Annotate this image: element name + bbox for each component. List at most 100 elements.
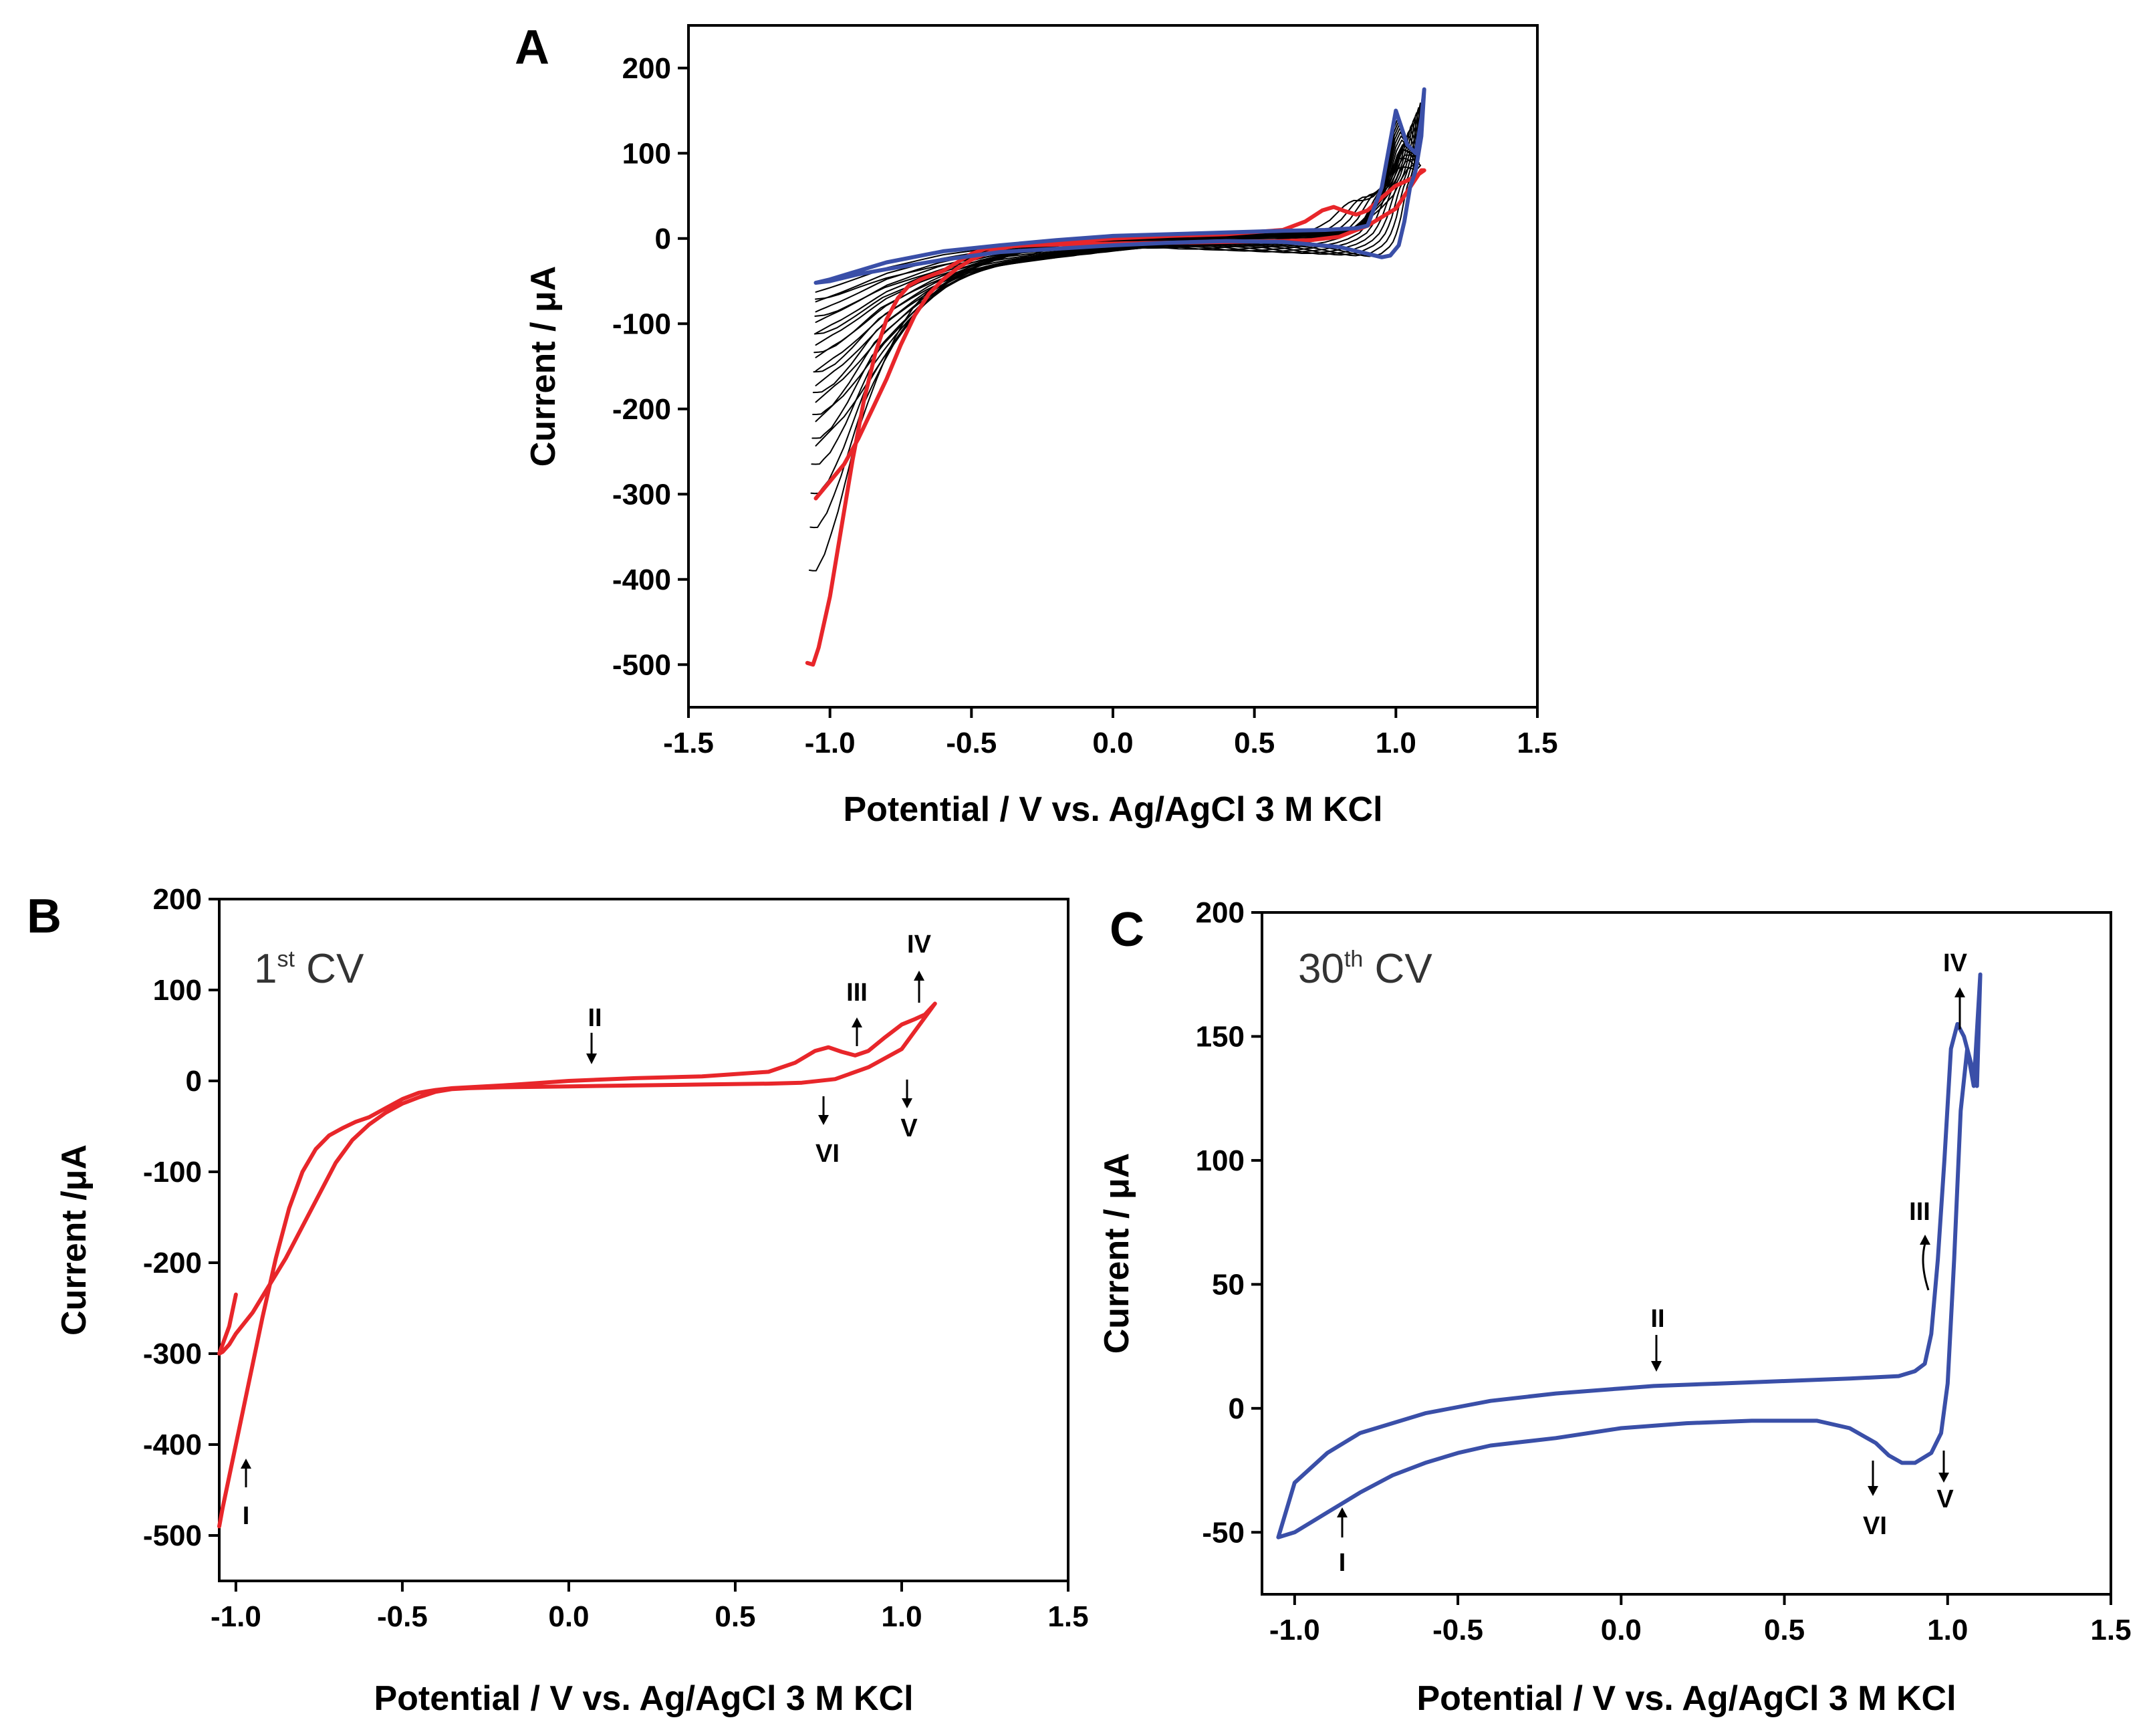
panel-a-intermediate-cycle-5 xyxy=(811,134,1417,439)
panel-a-intermediate-cycle-12 xyxy=(815,98,1423,300)
panel-a-x-tick-label-0: -1.5 xyxy=(663,727,714,759)
panel-b-annot-v: V xyxy=(900,1114,918,1142)
panel-c-y-axis-title: Current / μA xyxy=(1098,1153,1136,1354)
panel-a-x-tick-label-4: 0.5 xyxy=(1234,727,1275,759)
panel-b-arrowhead-vi xyxy=(818,1115,829,1125)
panel-c-curves xyxy=(1276,972,1983,1539)
panel-c-cv-sup: th xyxy=(1344,947,1363,972)
panel-b-annot-vi: VI xyxy=(815,1140,840,1168)
panel-c-y-tick-label-5: 200 xyxy=(1196,896,1245,929)
panel-c-arrowhead-iii xyxy=(1920,1235,1930,1245)
panel-c-arrowhead-v xyxy=(1938,1473,1949,1483)
panel-a-ticks: -1.5 -1.0 -0.5 0.0 0.5 1.0 1.5 -500 -400 -300 -200… xyxy=(612,52,1558,759)
panel-b-cv-sup: st xyxy=(277,947,295,972)
panel-b-arrowhead-iv xyxy=(914,971,924,981)
panel-c-annotations: I II III IV V VI xyxy=(1337,949,1968,1577)
panel-c-arrowhead-i xyxy=(1337,1507,1348,1517)
panel-b: B -1.0 -0.5 0.0 0.5 1.0 1.5-500-400-300-200-1… xyxy=(27,883,1089,1718)
panel-c-annot-iii: III xyxy=(1909,1198,1930,1226)
panel-c-cv-prefix: 30 xyxy=(1298,946,1344,992)
panel-a-intermediate-cycle-3 xyxy=(810,149,1419,495)
panel-a: A -1.5 -1.0 -0.5 0.0 0.5 1.0 1.5 -500 -400 -300 -2… xyxy=(515,21,1558,829)
panel-c-x-tick-label-0: -1.0 xyxy=(1269,1614,1320,1646)
panel-b-cv-suffix: CV xyxy=(295,946,364,992)
panel-a-y-tick-label-0: -500 xyxy=(612,648,671,681)
panel-b-arrowhead-ii xyxy=(586,1053,597,1064)
panel-b-x-tick-label-2: 0.0 xyxy=(548,1600,589,1633)
panel-b-annot-iv: IV xyxy=(907,931,932,959)
panel-c-annot-ii: II xyxy=(1650,1305,1664,1333)
panel-a-x-tick-label-3: 0.0 xyxy=(1092,727,1133,759)
panel-b-annotations: I II III IV V VI xyxy=(241,931,932,1530)
panel-b-y-tick-label-6: 100 xyxy=(153,974,202,1007)
panel-a-intermediate-cycle-1 xyxy=(808,162,1422,572)
panel-a-y-tick-label-6: 100 xyxy=(622,137,671,170)
panel-c-y-tick-label-0: -50 xyxy=(1202,1516,1245,1549)
panel-c-x-axis-title: Potential / V vs. Ag/AgCl 3 M KCl xyxy=(1416,1679,1956,1718)
panel-b-series-0-line xyxy=(217,1001,937,1529)
panel-c-cv-suffix: CV xyxy=(1363,946,1432,992)
panel-c-y-tick-label-1: 0 xyxy=(1229,1392,1245,1425)
panel-b-annot-i: I xyxy=(243,1502,250,1530)
panel-b-y-tick-label-5: 0 xyxy=(186,1065,202,1098)
panel-b-annot-ii: II xyxy=(588,1004,602,1032)
panel-a-x-axis-title: Potential / V vs. Ag/AgCl 3 M KCl xyxy=(843,790,1382,829)
panel-b-curves xyxy=(217,1001,937,1529)
panel-c-plot-frame xyxy=(1261,911,2112,1596)
panel-c: C -1.0 -0.5 0.0 0.5 1.0 1.5 -50 0 50 100 150 200 30… xyxy=(1098,896,2132,1718)
panel-a-x-tick-label-2: -0.5 xyxy=(946,727,997,759)
panel-c-x-tick-label-1: -0.5 xyxy=(1432,1614,1483,1646)
panel-a-y-tick-label-2: -300 xyxy=(612,478,671,511)
panel-c-annot-iv: IV xyxy=(1943,949,1968,977)
panel-c-annot-i: I xyxy=(1339,1549,1346,1577)
panel-c-arrow-iii xyxy=(1922,1243,1930,1291)
panel-c-x-tick-label-2: 0.0 xyxy=(1601,1614,1642,1646)
panel-a-y-tick-label-5: 0 xyxy=(655,223,671,255)
panel-c-label: C xyxy=(1110,903,1144,957)
panel-b-ticks: -1.0 -0.5 0.0 0.5 1.0 1.5 -500 -400 -300 -200 -100… xyxy=(143,883,1089,1633)
panel-b-x-tick-label-5: 1.5 xyxy=(1047,1600,1088,1633)
panel-b-x-axis-title: Potential / V vs. Ag/AgCl 3 M KCl xyxy=(374,1679,913,1718)
panel-c-arrowhead-vi xyxy=(1868,1486,1878,1496)
panel-b-y-tick-label-7: 200 xyxy=(153,883,202,916)
panel-a-y-tick-label-3: -200 xyxy=(612,393,671,426)
panel-a-y-axis-title: Current / μA xyxy=(524,266,563,467)
panel-b-arrowhead-i xyxy=(241,1459,251,1469)
panel-a-series-1-line xyxy=(813,87,1426,285)
panel-c-x-tick-label-5: 1.5 xyxy=(2090,1614,2131,1646)
panel-a-intermediate-cycle-6 xyxy=(812,128,1417,415)
panel-a-x-tick-label-1: -1.0 xyxy=(805,727,856,759)
panel-b-y-tick-label-0: -500 xyxy=(143,1519,202,1552)
panel-c-series-0-line xyxy=(1276,972,1983,1539)
panel-b-cv-label: 1st CV xyxy=(254,946,364,992)
panel-c-cv-label: 30th CV xyxy=(1298,946,1432,992)
panel-c-arrowhead-iv xyxy=(1954,987,1965,997)
panel-a-series-0-line xyxy=(805,168,1426,667)
panel-b-plot-frame xyxy=(218,898,1069,1582)
panel-b-x-tick-label-0: -1.0 xyxy=(211,1600,261,1633)
panel-b-y-axis-title: Current /μA xyxy=(55,1144,94,1336)
panel-b-x-tick-label-1: -0.5 xyxy=(377,1600,428,1633)
panel-b-y-tick-label-1: -400 xyxy=(143,1429,202,1461)
panel-c-annot-v: V xyxy=(1936,1485,1954,1513)
panel-c-ticks: -1.0 -0.5 0.0 0.5 1.0 1.5 -50 0 50 100 150 200 xyxy=(1196,896,2132,1646)
panel-c-annot-vi: VI xyxy=(1863,1512,1887,1540)
panel-a-y-tick-label-1: -400 xyxy=(612,564,671,596)
panel-b-y-tick-label-3: -200 xyxy=(143,1247,202,1279)
panel-c-y-tick-label-2: 50 xyxy=(1212,1268,1245,1301)
panel-b-label: B xyxy=(27,890,61,943)
panel-c-y-tick-label-4: 150 xyxy=(1196,1020,1245,1053)
panel-a-curves xyxy=(805,87,1426,667)
panel-b-arrowhead-v xyxy=(902,1098,912,1108)
panel-a-x-tick-label-6: 1.5 xyxy=(1517,727,1557,759)
panel-b-x-tick-label-3: 0.5 xyxy=(715,1600,755,1633)
panel-c-arrowhead-ii xyxy=(1651,1361,1662,1372)
panel-b-y-tick-label-4: -100 xyxy=(143,1156,202,1189)
panel-b-annot-iii: III xyxy=(846,979,868,1007)
panel-a-y-tick-label-4: -100 xyxy=(612,307,671,340)
panel-a-x-tick-label-5: 1.0 xyxy=(1376,727,1416,759)
panel-a-y-tick-label-7: 200 xyxy=(622,52,671,85)
panel-b-y-tick-label-2: -300 xyxy=(143,1338,202,1370)
panel-c-y-tick-label-3: 100 xyxy=(1196,1144,1245,1177)
